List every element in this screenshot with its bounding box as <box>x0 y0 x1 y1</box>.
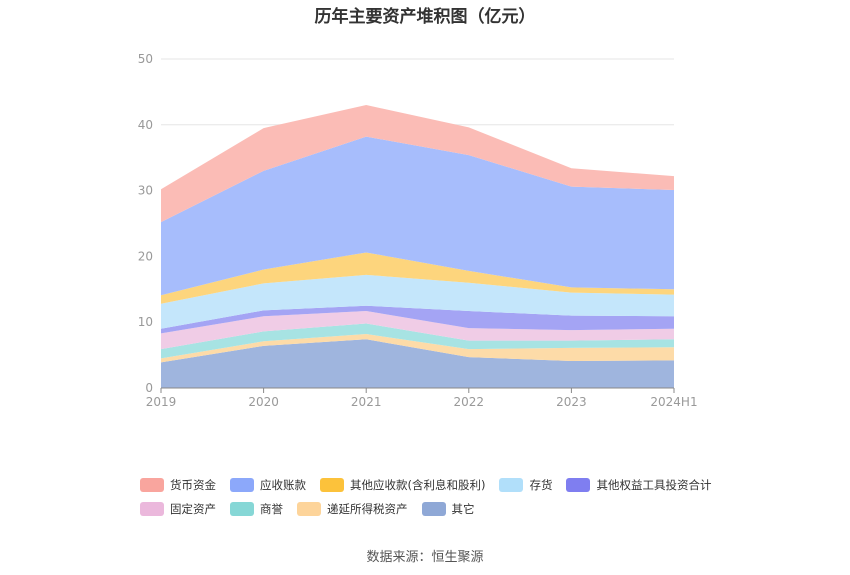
y-tick-label: 40 <box>138 118 153 132</box>
legend-swatch <box>421 502 446 516</box>
area-series <box>161 323 674 359</box>
x-tick-label: 2021 <box>351 395 382 409</box>
area-series <box>161 105 674 223</box>
legend-label: 存货 <box>529 478 553 492</box>
x-tick-label: 2020 <box>248 395 279 409</box>
legend-swatch <box>140 478 164 492</box>
legend-swatch <box>230 502 254 516</box>
area-series <box>161 274 674 329</box>
legend-label: 固定资产 <box>170 502 216 516</box>
legend-item[interactable]: 其他应收款(含利息和股利) <box>320 477 485 493</box>
legend-label: 货币资金 <box>170 478 216 492</box>
legend-swatch <box>297 502 321 516</box>
y-tick-label: 0 <box>145 381 153 395</box>
y-axis-labels: 0 10 20 30 40 50 <box>138 52 153 395</box>
chart-title: 历年主要资产堆积图（亿元） <box>314 7 536 27</box>
legend-item[interactable]: 其他权益工具投资合计 <box>566 477 711 493</box>
area-series <box>161 311 674 350</box>
legend-row: 固定资产 商誉 递延所得税资产 其它 <box>140 497 780 521</box>
y-tick-label: 30 <box>138 184 153 198</box>
data-source-note: 数据来源：恒生聚源 <box>366 550 484 565</box>
x-tick-label: 2024H1 <box>650 395 697 409</box>
y-tick-label: 10 <box>138 315 153 329</box>
x-axis-labels: 2019 2020 2021 2022 2023 2024H1 <box>146 395 698 409</box>
x-tick-label: 2019 <box>146 395 177 409</box>
legend: 货币资金 应收账款 其他应收款(含利息和股利) 存货 其他权益工具投资合计 固定资产 商誉… <box>140 473 780 521</box>
legend-swatch <box>230 478 254 492</box>
legend-item[interactable]: 货币资金 <box>140 477 216 493</box>
area-series <box>161 305 674 334</box>
legend-label: 其他权益工具投资合计 <box>596 478 712 492</box>
area-series <box>161 252 674 304</box>
legend-item[interactable]: 递延所得税资产 <box>297 501 408 517</box>
x-tick-label: 2022 <box>454 395 485 409</box>
legend-item[interactable]: 存货 <box>499 477 552 493</box>
stacked-area-chart: 0 10 20 30 40 50 2019 2020 2021 2022 2023 2024H1 <box>138 52 698 409</box>
legend-label: 其它 <box>451 502 475 516</box>
legend-item[interactable]: 商誉 <box>230 501 283 517</box>
y-tick-label: 20 <box>138 249 153 263</box>
area-series <box>161 334 674 363</box>
area-series <box>161 339 674 388</box>
y-tick-label: 50 <box>138 52 153 66</box>
x-axis <box>160 387 675 393</box>
legend-label: 其他应收款(含利息和股利) <box>350 478 486 492</box>
area-series <box>161 136 674 296</box>
legend-label: 应收账款 <box>260 478 306 492</box>
area-series-group <box>161 105 674 388</box>
legend-item[interactable]: 固定资产 <box>140 501 216 517</box>
legend-item[interactable]: 应收账款 <box>230 477 306 493</box>
legend-swatch <box>499 478 524 492</box>
legend-item[interactable]: 其它 <box>421 501 475 517</box>
legend-label: 递延所得税资产 <box>327 502 408 516</box>
x-tick-label: 2023 <box>556 395 587 409</box>
legend-swatch <box>566 478 591 492</box>
legend-swatch <box>320 478 344 492</box>
legend-label: 商誉 <box>260 502 283 516</box>
legend-swatch <box>140 502 164 516</box>
legend-row: 货币资金 应收账款 其他应收款(含利息和股利) 存货 其他权益工具投资合计 <box>140 473 780 497</box>
